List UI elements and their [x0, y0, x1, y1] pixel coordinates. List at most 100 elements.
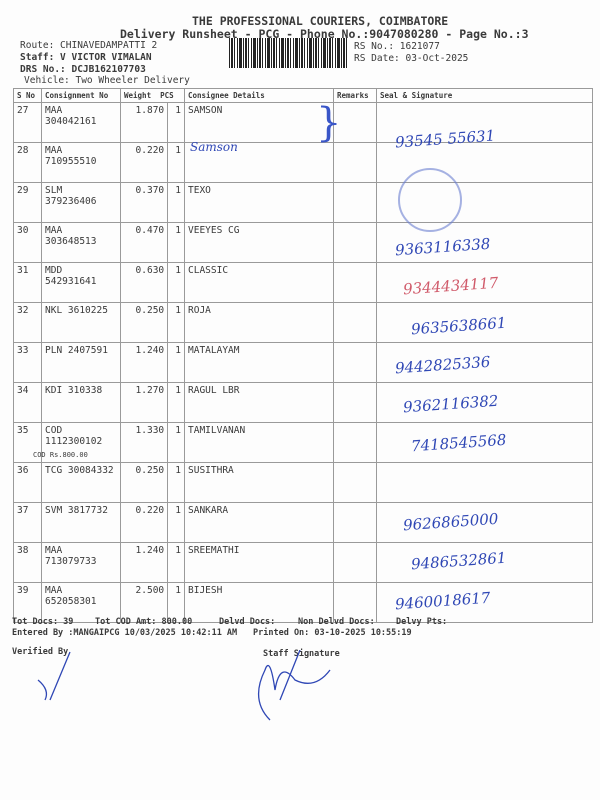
consignee-name: SUSITHRA	[184, 462, 334, 503]
table-row: 27 MAA 304042161 1.870 1 SAMSON	[13, 102, 593, 143]
runsheet-table: S No Consignment No Weight PCS Consignee…	[13, 88, 593, 623]
col-sno: S No	[13, 88, 42, 103]
table-row: 34 KDI 310338 1.270 1 RAGUL LBR	[13, 382, 593, 423]
consignment-number: PLN 2407591	[41, 342, 121, 383]
consignment-number: MAA 304042161	[41, 102, 121, 143]
weight: 0.470	[119, 222, 169, 263]
weight: 1.870	[119, 102, 169, 143]
drs-number: DRS No.: DCJB162107703	[20, 64, 146, 75]
printed-on: Printed On: 03-10-2025 10:55:19	[253, 628, 412, 638]
consignment-number: SLM 379236406	[41, 182, 121, 223]
entered-by: Entered By :MANGAIPCG 10/03/2025 10:42:1…	[12, 628, 238, 638]
consignment-number: MDD 542931641	[41, 262, 121, 303]
consignee-name: ROJA	[184, 302, 334, 343]
remarks	[333, 342, 377, 383]
consignment-number: MAA 710955510	[41, 142, 121, 183]
barcode	[229, 38, 349, 68]
consignee-name: RAGUL LBR	[184, 382, 334, 423]
serial-number: 36	[13, 462, 42, 503]
consignee-name: VEEYES CG	[184, 222, 334, 263]
staff-signature	[258, 650, 331, 721]
staff: Staff: V VICTOR VIMALAN	[20, 52, 152, 63]
consignment-number: MAA 303648513	[41, 222, 121, 263]
pieces: 1	[167, 142, 185, 183]
consignment-number: TCG 30084332	[41, 462, 121, 503]
vehicle: Vehicle: Two Wheeler Delivery	[24, 75, 190, 86]
table-row: 39 MAA 652058301 2.500 1 BIJESH	[13, 582, 593, 623]
delivery-points: Delvy Pts:	[396, 617, 448, 627]
non-delivered-docs: Non Delvd Docs:	[298, 617, 375, 627]
weight: 1.330	[119, 422, 169, 463]
col-weight: Weight	[124, 91, 152, 100]
weight: 0.370	[119, 182, 169, 223]
consignee-name: CLASSIC	[184, 262, 334, 303]
serial-number: 27	[13, 102, 42, 143]
seal-signature	[376, 342, 593, 383]
remarks	[333, 542, 377, 583]
verifier-signature	[37, 651, 71, 701]
serial-number: 35	[13, 422, 42, 463]
table-row: 33 PLN 2407591 1.240 1 MATALAYAM	[13, 342, 593, 383]
col-seal-signature: Seal & Signature	[376, 88, 593, 103]
seal-signature	[376, 222, 593, 263]
col-pcs: PCS	[160, 91, 174, 100]
serial-number: 38	[13, 542, 42, 583]
remarks	[333, 582, 377, 623]
serial-number: 34	[13, 382, 42, 423]
table-row: 28 MAA 710955510 0.220 1	[13, 142, 593, 183]
consignment-number: MAA 713079733	[41, 542, 121, 583]
table-row: 30 MAA 303648513 0.470 1 VEEYES CG	[13, 222, 593, 263]
consignee-name: SREEMATHI	[184, 542, 334, 583]
consignee-name: TAMILVANAN	[184, 422, 334, 463]
seal-signature	[376, 462, 593, 503]
serial-number: 37	[13, 502, 42, 543]
serial-number: 31	[13, 262, 42, 303]
consignment-number: KDI 310338	[41, 382, 121, 423]
col-consignee: Consignee Details	[184, 88, 334, 103]
serial-number: 29	[13, 182, 42, 223]
pieces: 1	[167, 102, 185, 143]
consignee-name: BIJESH	[184, 582, 334, 623]
seal-signature	[376, 502, 593, 543]
table-row: 37 SVM 3817732 0.220 1 SANKARA	[13, 502, 593, 543]
weight: 1.240	[119, 342, 169, 383]
pieces: 1	[167, 302, 185, 343]
rs-date: RS Date: 03-Oct-2025	[354, 53, 469, 64]
pieces: 1	[167, 462, 185, 503]
bracket-mark: }	[316, 100, 342, 146]
seal-signature	[376, 262, 593, 303]
pieces: 1	[167, 222, 185, 263]
serial-number: 32	[13, 302, 42, 343]
weight: 0.220	[119, 142, 169, 183]
pieces: 1	[167, 382, 185, 423]
consignment-number: COD 1112300102 COD Rs.800.00	[33, 422, 121, 463]
total-cod: Tot COD Amt: 800.00	[95, 617, 193, 627]
pieces: 1	[167, 342, 185, 383]
pieces: 1	[167, 542, 185, 583]
weight: 0.250	[119, 302, 169, 343]
handwritten-name: Samson	[190, 140, 238, 154]
weight: 1.240	[119, 542, 169, 583]
serial-number: 28	[13, 142, 42, 183]
office-seal	[398, 168, 462, 232]
table-row: 32 NKL 3610225 0.250 1 ROJA	[13, 302, 593, 343]
table-row: 36 TCG 30084332 0.250 1 SUSITHRA	[13, 462, 593, 503]
seal-signature	[376, 302, 593, 343]
remarks	[333, 182, 377, 223]
col-weight-pcs: Weight PCS	[120, 88, 185, 103]
consignment-number-text: COD 1112300102	[45, 425, 103, 447]
pieces: 1	[167, 182, 185, 223]
serial-number: 33	[13, 342, 42, 383]
seal-signature	[376, 582, 593, 623]
remarks	[333, 382, 377, 423]
total-docs: Tot Docs: 39	[12, 617, 74, 627]
consignment-number: NKL 3610225	[41, 302, 121, 343]
rs-number: RS No.: 1621077	[354, 41, 440, 52]
consignment-number: SVM 3817732	[41, 502, 121, 543]
runsheet-title: Delivery Runsheet - PCG - Phone No.:9047…	[120, 27, 529, 41]
weight: 1.270	[119, 382, 169, 423]
consignment-number: MAA 652058301	[41, 582, 121, 623]
remarks	[333, 142, 377, 183]
staff-signature-label: Staff Signature	[263, 649, 340, 659]
remarks	[333, 302, 377, 343]
